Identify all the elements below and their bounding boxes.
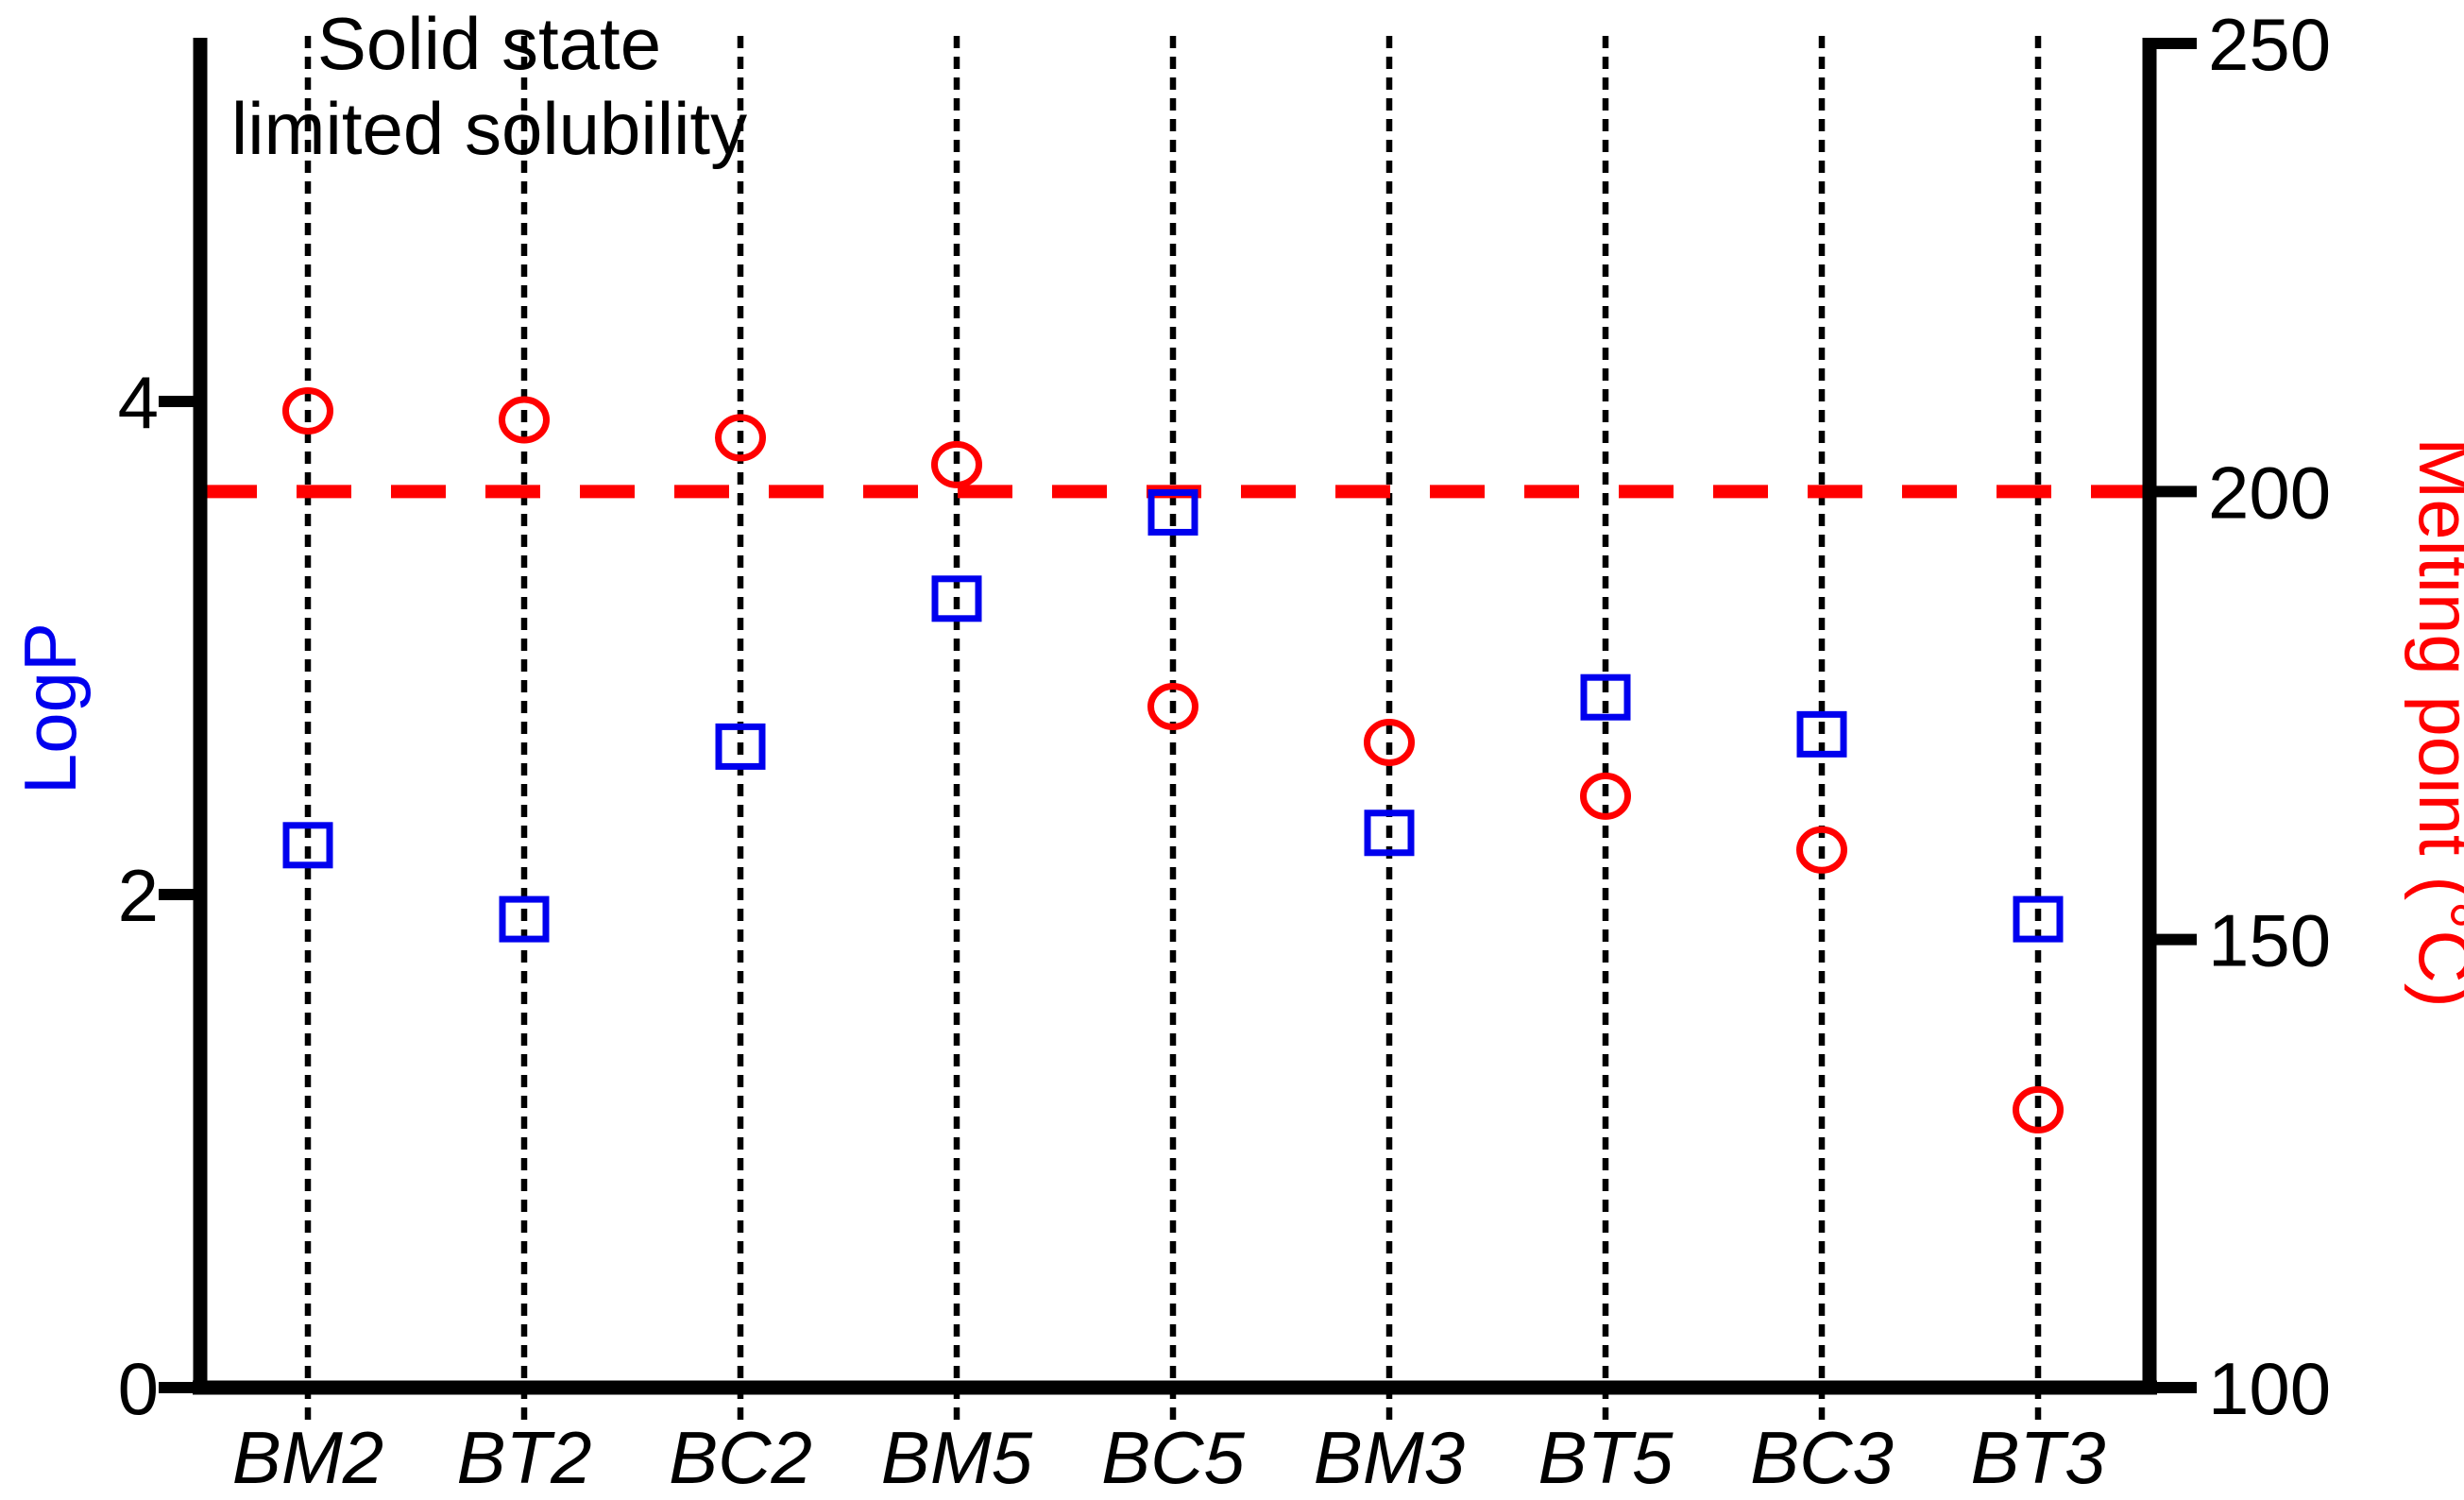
- right-axis-ticks: 100 150 200 250: [2143, 3, 2331, 1430]
- melting-circle-marker-bc5: [1147, 683, 1198, 731]
- left-tick-label-2: 2: [118, 854, 159, 937]
- melting-circle-marker-bc2: [715, 414, 766, 462]
- right-tick-label-200: 200: [2208, 451, 2331, 534]
- melting-circle-marker-bm3: [1364, 718, 1415, 766]
- melting-circle-marker-bm2: [282, 386, 333, 435]
- logp-square-marker-bt2: [499, 895, 550, 943]
- x-axis-labels: BM2 BT2 BC2 BM5 BC5 BM3 BT5 BC3 BT3: [232, 1416, 2106, 1499]
- x-label-bm3: BM3: [1314, 1416, 1465, 1499]
- melting-circle-marker-bc3: [1796, 826, 1847, 874]
- logp-square-marker-bc5: [1147, 488, 1198, 536]
- x-label-bm5: BM5: [881, 1416, 1033, 1499]
- left-tick-label-4: 4: [118, 361, 159, 444]
- right-tick-label-250: 250: [2208, 3, 2331, 86]
- logp-square-marker-bm2: [282, 822, 333, 869]
- x-label-bt3: BT3: [1970, 1416, 2105, 1499]
- melting-circle-marker-bt3: [2013, 1085, 2064, 1134]
- right-axis-title: Melting point (°C): [2404, 437, 2464, 1007]
- logp-square-marker-bt3: [2013, 895, 2064, 943]
- x-label-bc2: BC2: [669, 1416, 812, 1499]
- x-label-bt5: BT5: [1538, 1416, 1674, 1499]
- melting-circle-marker-bt5: [1580, 772, 1631, 820]
- logp-square-marker-bt5: [1580, 673, 1631, 721]
- left-axis-title: LogP: [8, 622, 92, 794]
- x-label-bc3: BC3: [1750, 1416, 1894, 1499]
- right-tick-label-100: 100: [2208, 1347, 2331, 1430]
- logp-square-marker-bm3: [1364, 810, 1415, 857]
- left-axis-ticks: 0 2 4: [118, 361, 207, 1430]
- melting-circle-marker-bm5: [931, 440, 982, 488]
- data-markers-group: [282, 386, 2064, 1134]
- annotation-line1: Solid state: [317, 2, 661, 85]
- melting-circle-marker-bt2: [499, 396, 550, 444]
- annotation-line2: limited solubility: [231, 87, 747, 170]
- x-label-bt2: BT2: [456, 1416, 591, 1499]
- right-tick-label-150: 150: [2208, 899, 2331, 982]
- logp-square-marker-bc2: [715, 723, 766, 770]
- logp-square-marker-bc3: [1796, 710, 1847, 758]
- x-label-bc5: BC5: [1101, 1416, 1245, 1499]
- left-tick-label-0: 0: [118, 1347, 159, 1430]
- x-label-bm2: BM2: [232, 1416, 383, 1499]
- logp-square-marker-bm5: [931, 575, 982, 622]
